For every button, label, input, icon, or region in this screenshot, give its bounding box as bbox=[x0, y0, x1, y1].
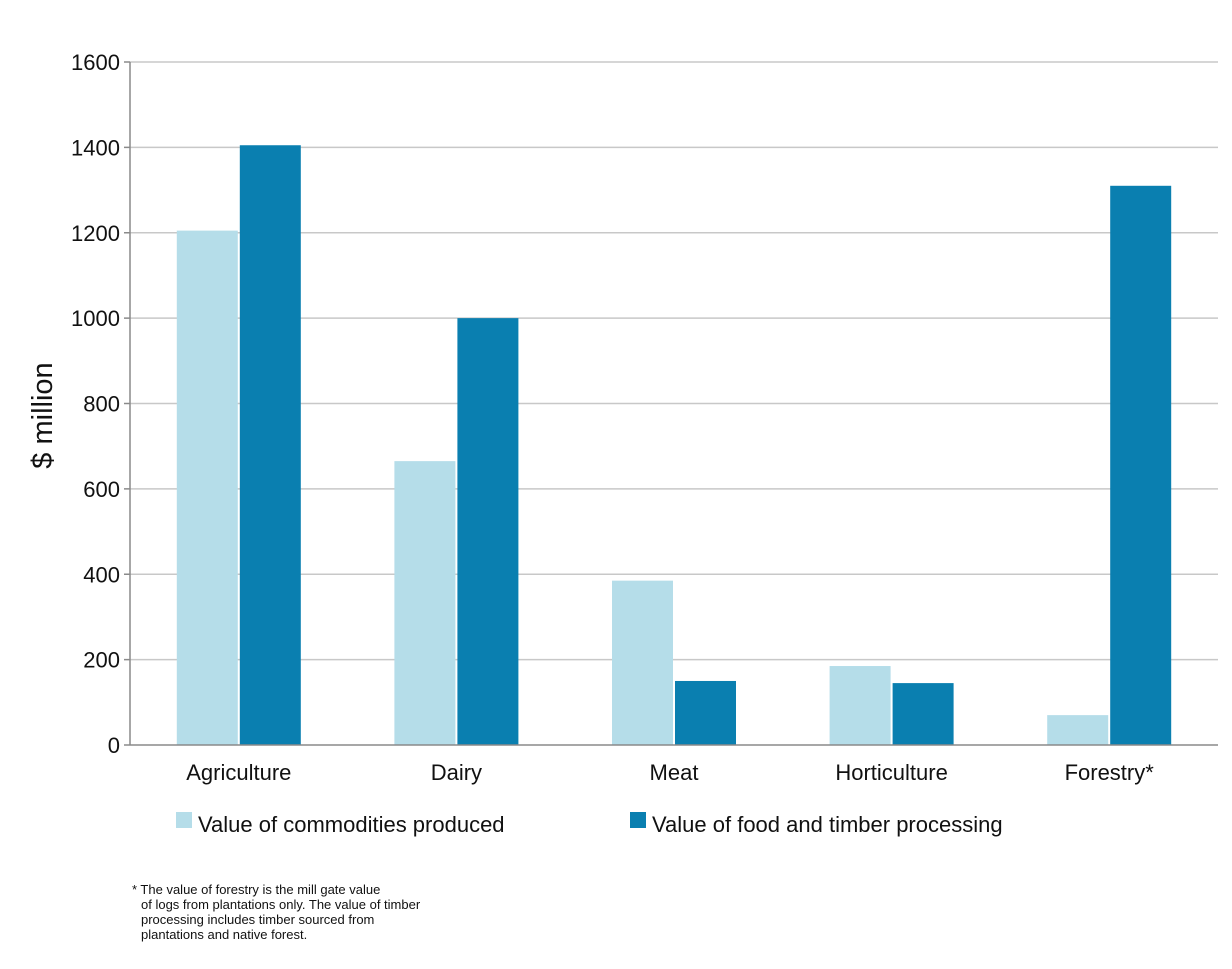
bars bbox=[176, 145, 1172, 746]
y-tick-label: 0 bbox=[108, 733, 120, 758]
y-axis-label-group: $ million bbox=[27, 362, 59, 468]
bar-processing bbox=[239, 145, 301, 746]
y-tick-label: 1000 bbox=[71, 306, 120, 331]
bar-commodities bbox=[394, 461, 456, 745]
bar-commodities bbox=[612, 580, 673, 745]
legend: Value of commodities produced Value of fo… bbox=[176, 812, 1003, 837]
y-tick-labels: 0 200 400 600 800 1000 1200 1400 1600 bbox=[71, 50, 120, 758]
y-tick-label: 1200 bbox=[71, 221, 120, 246]
legend-label: Value of food and timber processing bbox=[652, 812, 1003, 837]
legend-swatch bbox=[176, 812, 192, 828]
bar-processing bbox=[1110, 185, 1172, 745]
y-tick-label: 200 bbox=[83, 648, 120, 673]
y-tick-label: 1400 bbox=[71, 135, 120, 160]
y-tick-label: 800 bbox=[83, 392, 120, 417]
x-tick-labels: Agriculture Dairy Meat Horticulture Forestry… bbox=[186, 760, 1154, 785]
x-tick-label: Meat bbox=[650, 760, 699, 785]
y-tick-label: 1600 bbox=[71, 50, 120, 75]
y-tick-label: 600 bbox=[83, 477, 120, 502]
x-tick-label: Forestry* bbox=[1065, 760, 1155, 785]
legend-label: Value of commodities produced bbox=[198, 812, 505, 837]
y-tick-label: 400 bbox=[83, 562, 120, 587]
x-tick-label: Agriculture bbox=[186, 760, 291, 785]
footnote-line: plantations and native forest. bbox=[141, 927, 308, 942]
y-axis-label: $ million bbox=[27, 362, 59, 468]
axes bbox=[124, 61, 1218, 746]
bar-commodities bbox=[176, 230, 238, 746]
gridlines bbox=[130, 61, 1218, 661]
footnote-line: of logs from plantations only. The value… bbox=[141, 897, 421, 912]
bar-commodities bbox=[829, 666, 891, 745]
footnote-line: * The value of forestry is the mill gate… bbox=[132, 882, 381, 897]
x-tick-label: Horticulture bbox=[835, 760, 947, 785]
footnote-line: processing includes timber sourced from bbox=[141, 912, 375, 927]
bar-processing bbox=[675, 680, 736, 745]
bar-processing bbox=[892, 683, 954, 745]
bar-processing bbox=[457, 318, 519, 745]
bar-commodities bbox=[1047, 715, 1109, 745]
x-tick-label: Dairy bbox=[431, 760, 482, 785]
footnote: * The value of forestry is the mill gate… bbox=[132, 882, 592, 942]
legend-swatch bbox=[630, 812, 646, 828]
